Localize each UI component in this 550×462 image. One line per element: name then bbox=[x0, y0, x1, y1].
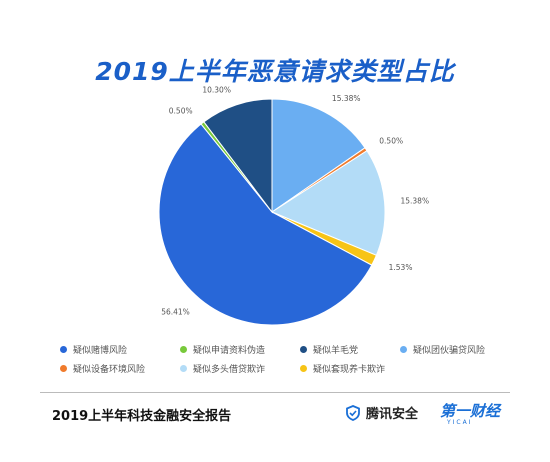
report-title: 2019上半年科技金融安全报告 bbox=[52, 409, 232, 424]
yicai-logo-sub: YICAI bbox=[447, 419, 473, 426]
legend-item: 疑似赌博风险 bbox=[60, 343, 127, 356]
pie-slice bbox=[203, 98, 273, 214]
legend-label: 疑似申请资料伪造 bbox=[193, 346, 266, 356]
pie-slice bbox=[270, 150, 386, 256]
legend-label: 疑似多头借贷欺诈 bbox=[193, 365, 266, 375]
legend-item: 疑似申请资料伪造 bbox=[180, 343, 265, 356]
chart-title: 2019上半年恶意请求类型占比 bbox=[95, 57, 455, 86]
brand1-label: 腾讯安全 bbox=[366, 407, 419, 422]
legend-item: 疑似设备环境风险 bbox=[60, 362, 145, 375]
legend-item: 疑似团伙骗贷风险 bbox=[400, 343, 485, 356]
legend-swatch bbox=[400, 346, 407, 353]
legend-swatch bbox=[180, 346, 187, 353]
tencent-security-logo: 腾讯安全 bbox=[345, 403, 418, 422]
legend-item: 疑似套现养卡欺诈 bbox=[300, 362, 385, 375]
legend-label: 疑似羊毛党 bbox=[313, 346, 359, 356]
yicai-logo: 第一财经 bbox=[440, 402, 501, 420]
legend-item: 疑似羊毛党 bbox=[300, 343, 358, 356]
legend-swatch bbox=[60, 365, 67, 372]
legend-item: 疑似多头借贷欺诈 bbox=[180, 362, 265, 375]
slice-label: 1.53% bbox=[389, 263, 413, 272]
slice-label: 10.30% bbox=[202, 86, 231, 95]
slice-label: 15.38% bbox=[332, 94, 361, 103]
legend-label: 疑似设备环境风险 bbox=[73, 365, 146, 375]
legend-label: 疑似套现养卡欺诈 bbox=[313, 365, 386, 375]
slice-label: 15.38% bbox=[400, 196, 429, 205]
legend-label: 疑似团伙骗贷风险 bbox=[413, 346, 486, 356]
slice-label: 0.50% bbox=[379, 136, 403, 145]
legend-swatch bbox=[300, 365, 307, 372]
shield-icon bbox=[346, 404, 360, 421]
slice-label: 56.41% bbox=[161, 307, 190, 316]
legend-swatch bbox=[180, 365, 187, 372]
slice-label: 0.50% bbox=[169, 106, 193, 115]
footer-divider bbox=[40, 392, 510, 393]
pie-slice bbox=[271, 98, 366, 213]
legend-swatch bbox=[300, 346, 307, 353]
legend-swatch bbox=[60, 346, 67, 353]
legend-label: 疑似赌博风险 bbox=[73, 346, 128, 356]
pie-slice bbox=[158, 123, 373, 326]
